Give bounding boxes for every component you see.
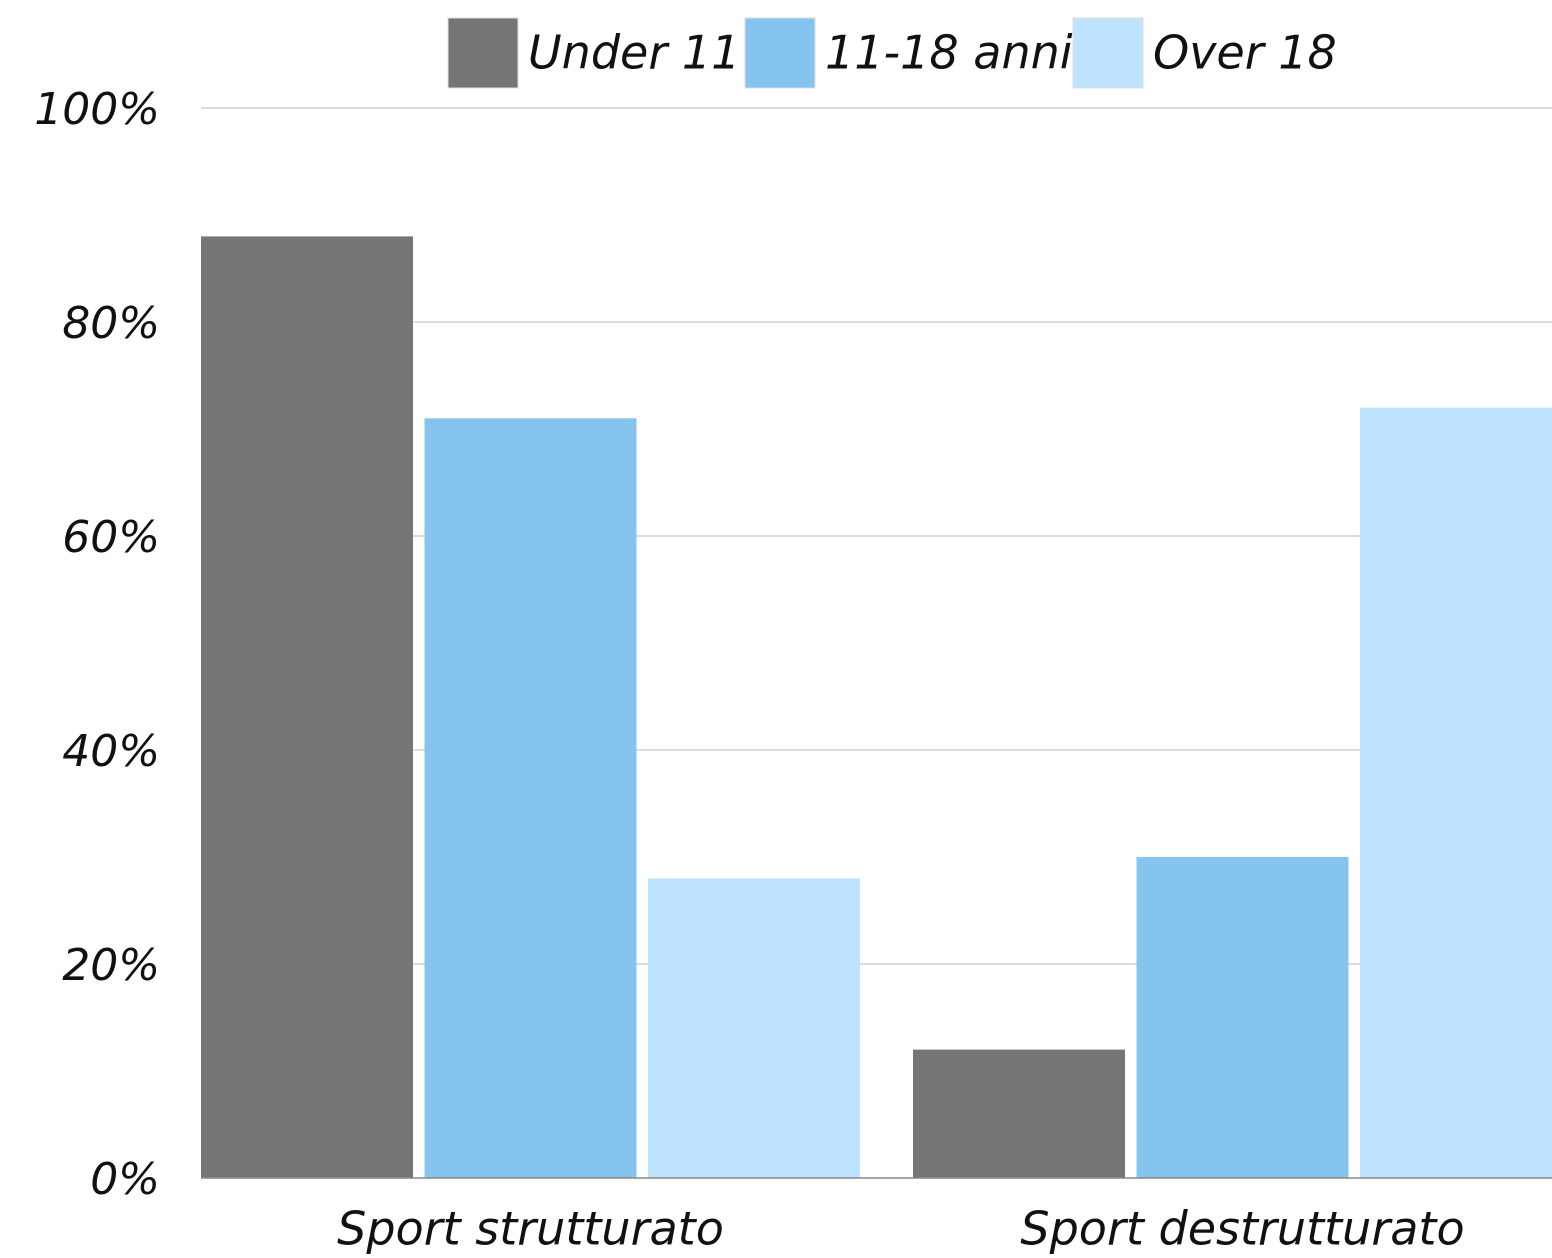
legend-label: Over 18 xyxy=(1153,26,1337,80)
x-tick-label: Sport strutturato xyxy=(337,1202,724,1256)
y-tick-label: 40% xyxy=(62,726,160,777)
legend-swatch xyxy=(1072,17,1144,89)
y-tick-label: 20% xyxy=(62,940,160,991)
legend-label: 11-18 anni xyxy=(825,26,1073,80)
legend-swatch xyxy=(744,17,816,89)
bar xyxy=(201,236,413,1178)
x-tick-label: Sport destrutturato xyxy=(1020,1202,1464,1256)
y-tick-label: 100% xyxy=(34,84,160,135)
y-tick-label: 60% xyxy=(62,512,160,563)
bar xyxy=(1136,857,1349,1178)
y-tick-label: 80% xyxy=(62,298,160,349)
bar xyxy=(1360,407,1552,1179)
legend-swatch xyxy=(447,17,519,89)
bar xyxy=(424,418,637,1178)
bar xyxy=(913,1049,1125,1178)
y-tick-label: 0% xyxy=(90,1154,160,1205)
bar xyxy=(648,878,860,1178)
legend-label: Under 11 xyxy=(528,26,740,80)
